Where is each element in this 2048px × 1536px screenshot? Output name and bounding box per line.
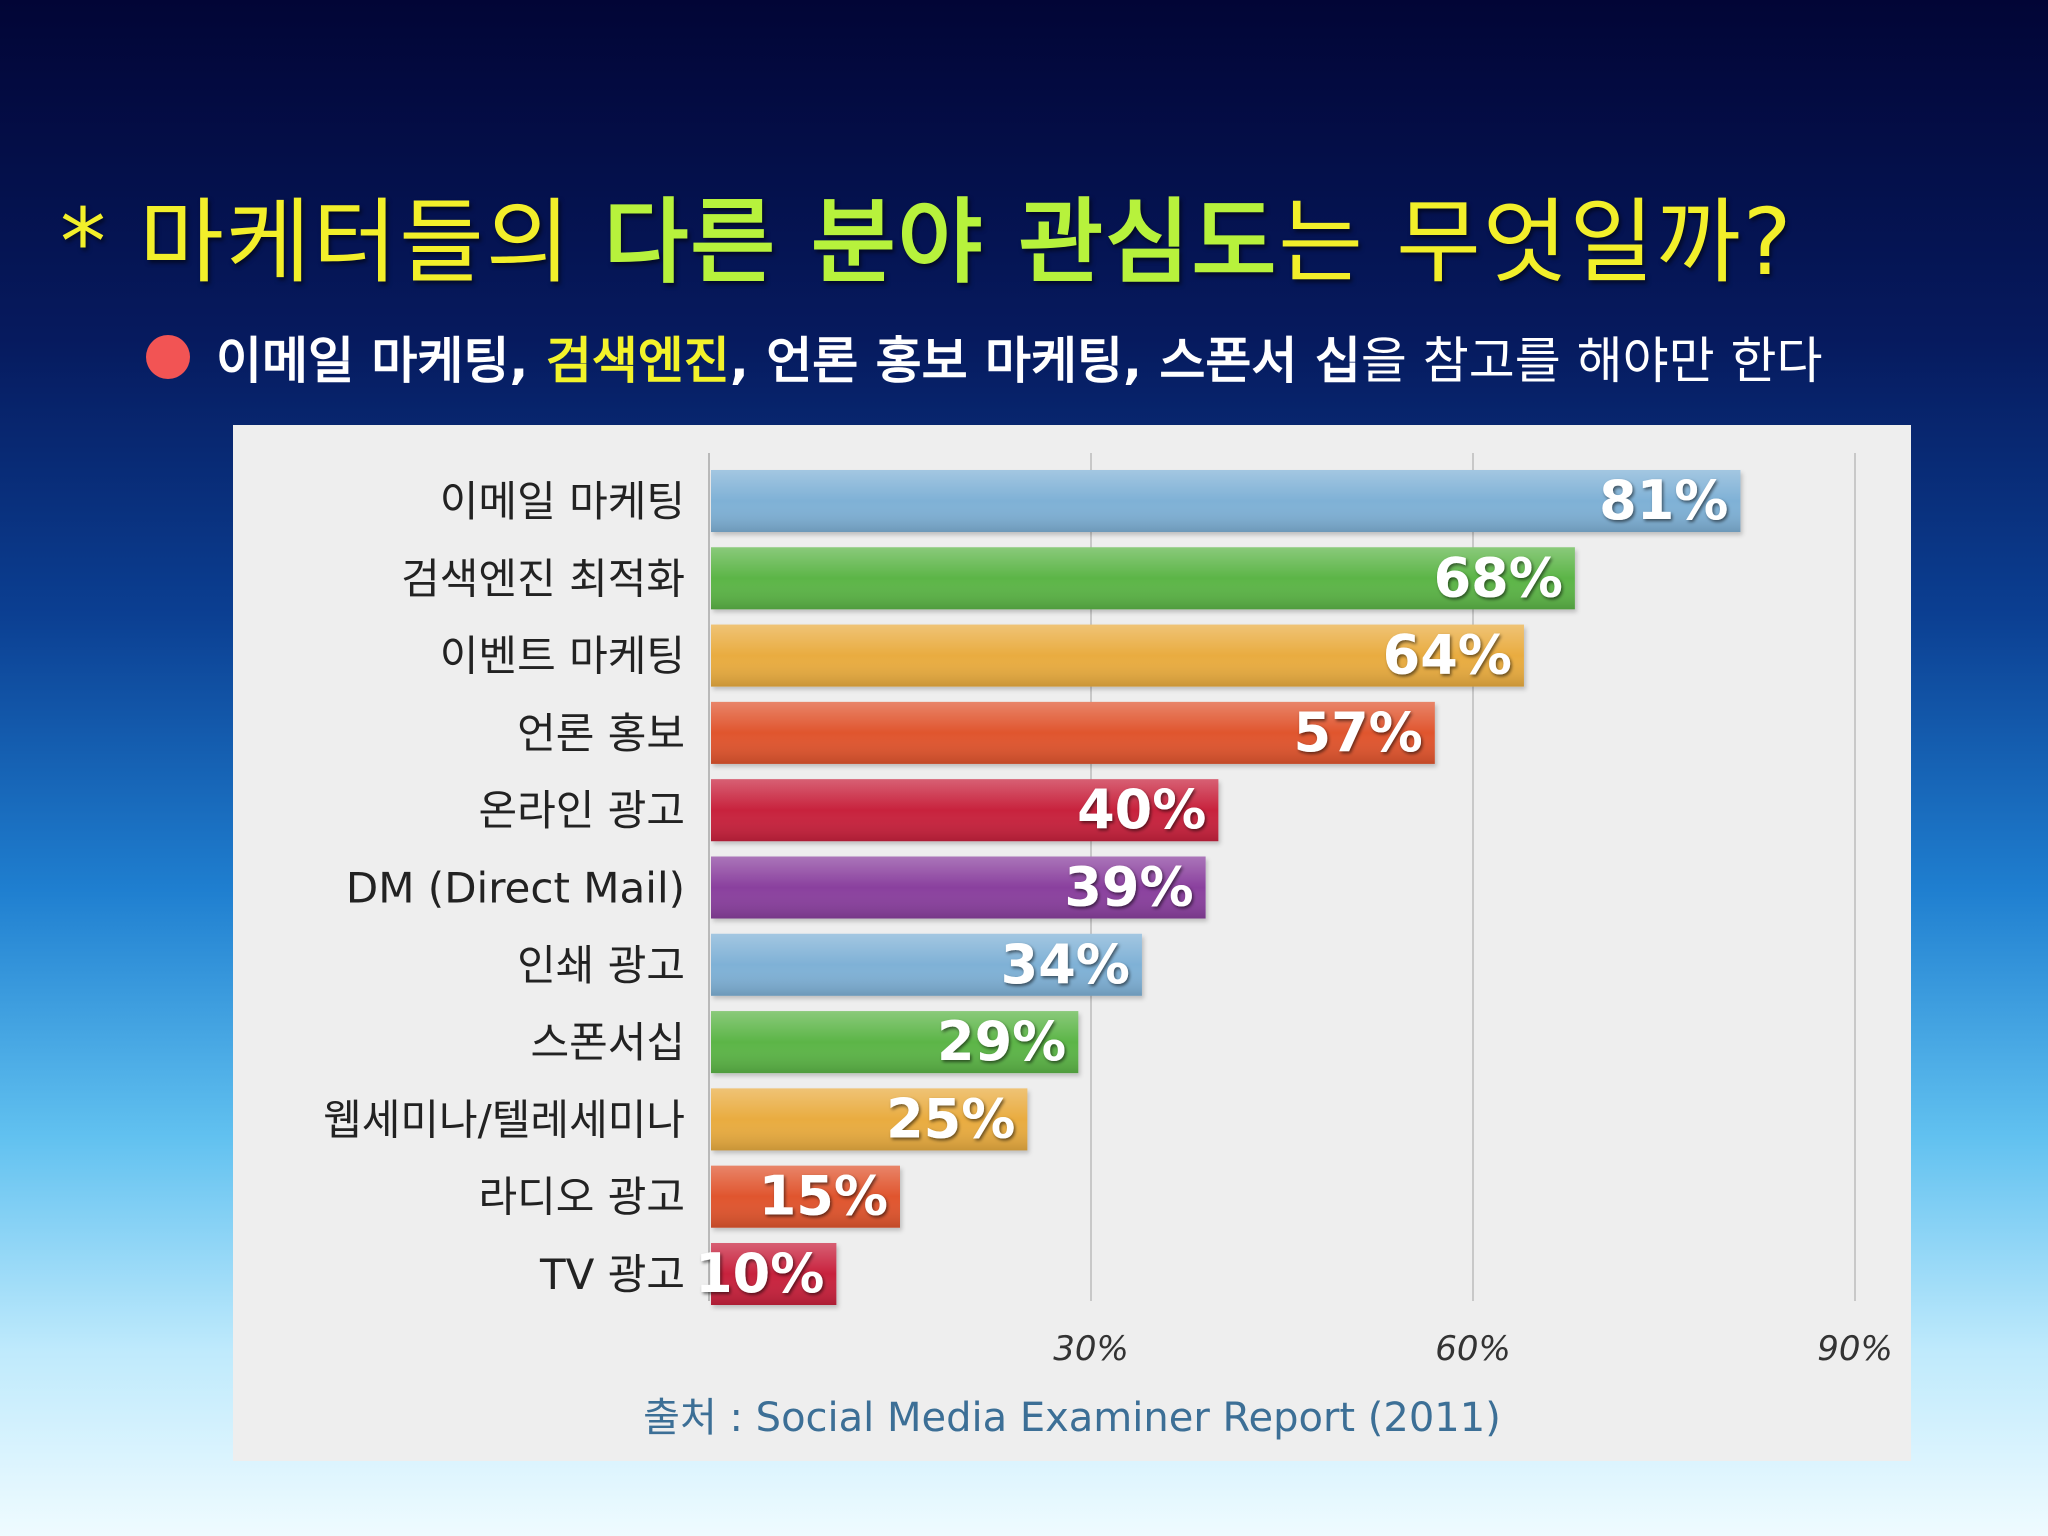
bar-group: 64% <box>711 624 1524 687</box>
bar-shine <box>711 1088 1028 1151</box>
category-label: 웹세미나/텔레세미나 <box>323 1095 685 1144</box>
x-tick-label: 30% <box>1053 1329 1129 1369</box>
bar-value-label: 10% <box>695 1242 824 1305</box>
bar-group: 25% <box>711 1087 1028 1151</box>
bar-shine <box>711 1011 1079 1074</box>
bar-shine <box>711 856 1206 919</box>
title-segment: * 마케터들의 <box>60 189 604 296</box>
bar-shine <box>711 1165 900 1228</box>
slide-title: * 마케터들의 다른 분야 관심도는 무엇일까? <box>60 168 1794 301</box>
category-label: 이메일 마케팅 <box>440 477 685 526</box>
chart-panel: 81% 68% 64% 57% 40% 39% 34% 29% 25% 15% 10% 이메일 마케… <box>233 425 1911 1461</box>
category-label: 언론 홍보 <box>517 709 685 758</box>
chart-source-note: 출처 : Social Media Examiner Report (2011) <box>643 1395 1501 1441</box>
bar-group: 39% <box>711 856 1206 919</box>
bar-group: 40% <box>711 778 1219 842</box>
x-tick-label: 60% <box>1435 1329 1511 1369</box>
bar-shine <box>711 933 1142 996</box>
bar-value-label: 25% <box>886 1087 1015 1150</box>
title-segment: 는 무엇일까? <box>1278 189 1794 296</box>
bar-shine <box>711 779 1219 842</box>
bar-value-label: 29% <box>937 1010 1066 1073</box>
category-label: TV 광고 <box>539 1250 685 1299</box>
bullet-text: 이메일 마케팅, 검색엔진, 언론 홍보 마케팅, 스폰서 십을 참고를 해야만… <box>216 321 1823 393</box>
category-label: 스폰서십 <box>530 1018 685 1067</box>
bullet-segment: , 언론 홍보 마케팅, 스폰서 십 <box>729 332 1361 390</box>
category-label: 검색엔진 최적화 <box>401 554 685 603</box>
bar-group: 34% <box>711 933 1142 996</box>
bar-value-label: 81% <box>1599 469 1728 532</box>
bar-chart: 81% 68% 64% 57% 40% 39% 34% 29% 25% 15% 10% 이메일 마케… <box>323 453 1893 1369</box>
bar-group: 68% <box>711 546 1575 610</box>
bullet-dot-icon <box>146 335 190 379</box>
bar-value-label: 15% <box>759 1165 888 1228</box>
bar-group: 29% <box>711 1010 1079 1074</box>
category-label: 인쇄 광고 <box>517 941 685 990</box>
category-label: 라디오 광고 <box>478 1173 685 1222</box>
category-label: DM (Direct Mail) <box>346 864 685 913</box>
title-segment: 다른 분야 관심도 <box>603 189 1279 296</box>
bullet-segment: 을 참고를 해야만 한다 <box>1360 332 1823 390</box>
bar-value-label: 40% <box>1077 778 1206 841</box>
bar-group: 81% <box>711 469 1741 532</box>
bullet-segment: 검색엔진 <box>545 332 730 390</box>
bar-value-label: 57% <box>1294 701 1423 764</box>
x-tick-label: 90% <box>1817 1329 1893 1369</box>
bar-value-label: 64% <box>1383 624 1512 687</box>
category-label: 온라인 광고 <box>478 786 685 835</box>
bar-shine <box>711 624 1524 687</box>
bar-value-label: 68% <box>1434 546 1563 609</box>
bar-value-label: 39% <box>1064 856 1193 919</box>
bullet-segment: 이메일 마케팅, <box>216 332 546 390</box>
bar-group: 10% <box>695 1242 837 1305</box>
category-label: 이벤트 마케팅 <box>440 632 685 681</box>
bar-shine <box>711 701 1435 764</box>
bar-shine <box>711 1243 837 1305</box>
bar-value-label: 34% <box>1001 933 1130 996</box>
bullet-point: 이메일 마케팅, 검색엔진, 언론 홍보 마케팅, 스폰서 십을 참고를 해야만… <box>146 322 1823 392</box>
bar-group: 57% <box>711 701 1435 764</box>
bar-shine <box>711 470 1741 532</box>
bar-shine <box>711 547 1575 610</box>
bar-group: 15% <box>711 1165 900 1228</box>
